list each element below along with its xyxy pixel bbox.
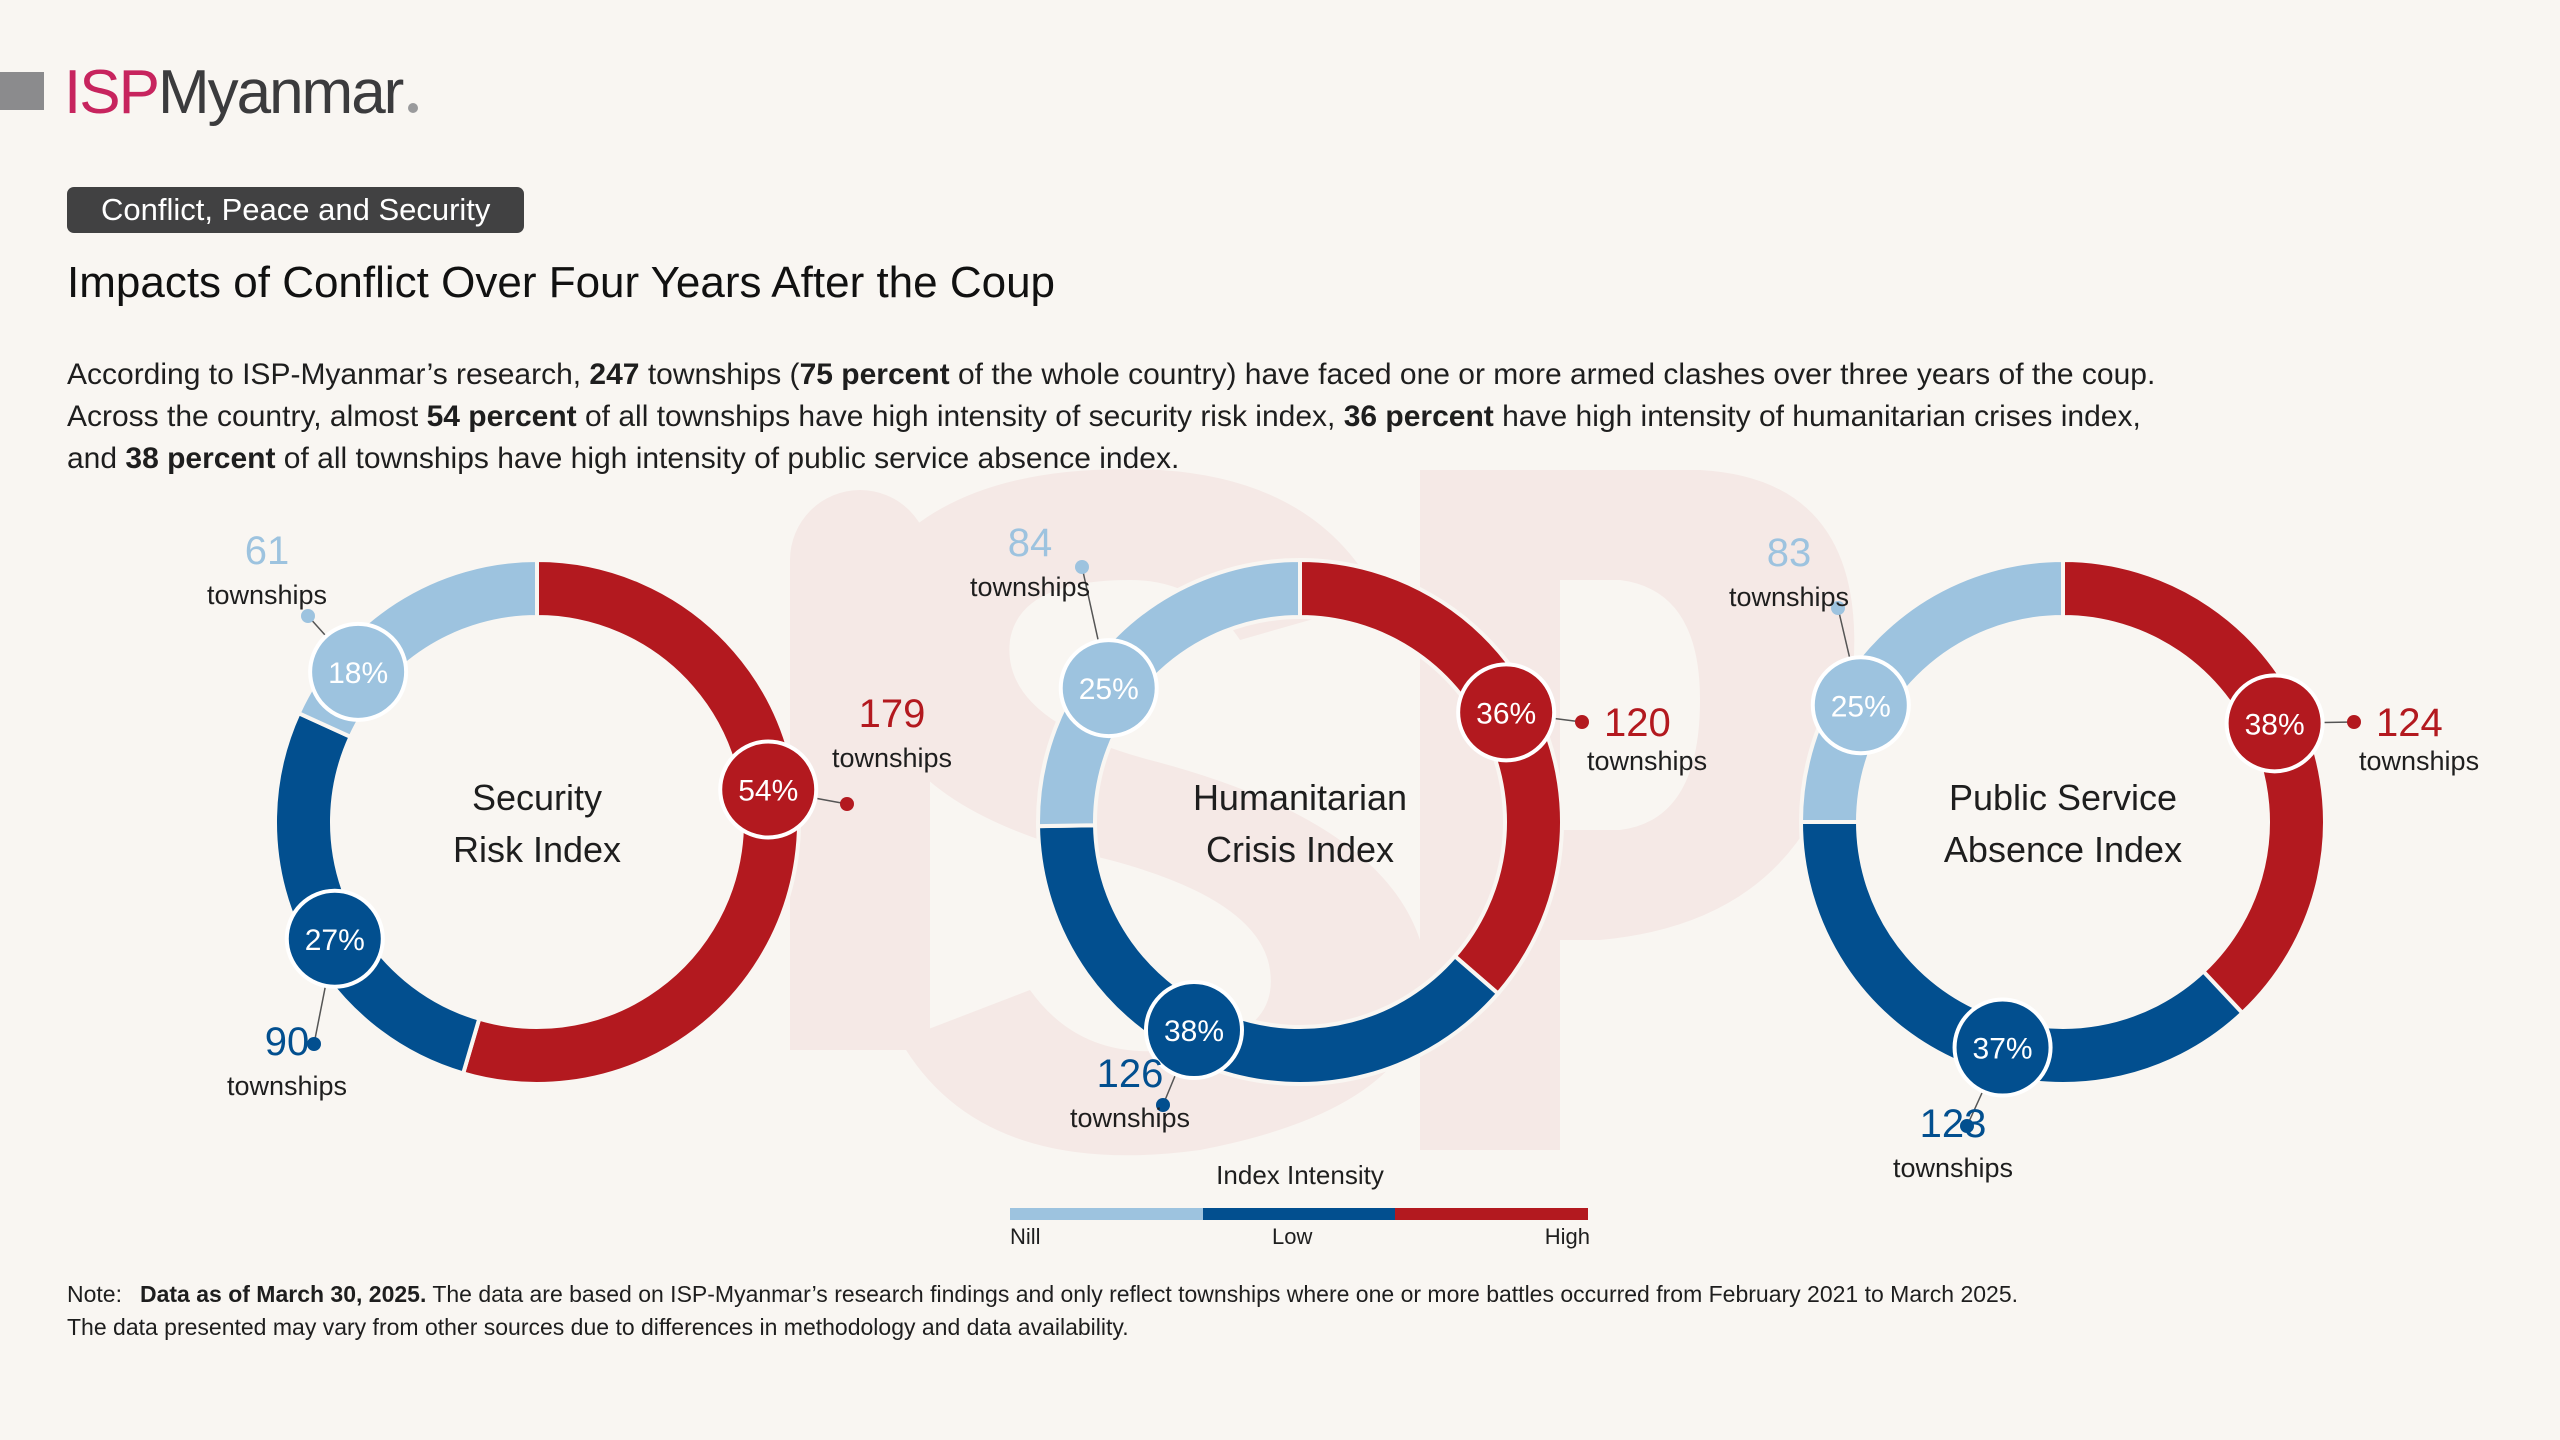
township-unit-label: townships bbox=[1587, 746, 1707, 776]
donut-title: Absence Index bbox=[1944, 829, 2182, 870]
percent-bubble bbox=[1810, 655, 1911, 756]
callout-dot bbox=[1960, 1119, 1974, 1133]
callout-dot bbox=[301, 609, 315, 623]
percent-bubble bbox=[1058, 638, 1159, 739]
percent-label: 18% bbox=[328, 657, 388, 690]
township-count: 120 bbox=[1604, 701, 1671, 745]
township-unit-label: townships bbox=[1729, 582, 1849, 612]
note-date: Data as of March 30, 2025. bbox=[139, 1281, 427, 1307]
township-count: 123 bbox=[1920, 1102, 1987, 1146]
note-text: The data are based on ISP-Myanmar’s rese… bbox=[426, 1281, 2019, 1307]
intro-highlight: 75 percent bbox=[799, 358, 950, 391]
intro-paragraph: According to ISP-Myanmar’s research, 247… bbox=[67, 354, 2367, 480]
intro-text: of all townships have high intensity of … bbox=[576, 400, 1344, 433]
percent-bubble bbox=[1456, 662, 1557, 763]
township-unit-label: townships bbox=[227, 1071, 347, 1101]
callout-dot bbox=[1575, 715, 1589, 729]
callout-dot bbox=[1831, 601, 1845, 615]
township-unit-label: townships bbox=[1893, 1153, 2013, 1183]
legend-title: Index Intensity bbox=[1216, 1160, 1384, 1190]
intro-highlight: 36 percent bbox=[1343, 400, 1494, 433]
category-tag: Conflict, Peace and Security bbox=[67, 187, 525, 233]
intro-highlight: 38 percent bbox=[125, 442, 276, 475]
donut-segment-high bbox=[460, 557, 801, 1086]
legend-bar bbox=[1010, 1208, 1589, 1220]
township-unit-label: townships bbox=[207, 580, 327, 610]
donut-title: Risk Index bbox=[453, 829, 621, 870]
intro-text: of the whole country) have faced one or … bbox=[949, 358, 2156, 391]
donut-title: Humanitarian bbox=[1193, 777, 1407, 818]
percent-label: 36% bbox=[1476, 697, 1536, 730]
logo-bar bbox=[0, 72, 44, 110]
donut-title: Crisis Index bbox=[1206, 829, 1394, 870]
township-unit-label: townships bbox=[2359, 746, 2479, 776]
note-label: Note: bbox=[67, 1281, 122, 1307]
legend-label-nill: Nill bbox=[1010, 1224, 1041, 1249]
township-unit-label: townships bbox=[1070, 1103, 1190, 1133]
intro-text: townships ( bbox=[639, 358, 800, 391]
donut-title: Security bbox=[472, 777, 602, 818]
logo-isp: ISP bbox=[64, 58, 160, 127]
intro-text: Across the country, almost bbox=[67, 400, 427, 433]
legend-label-high: High bbox=[1544, 1224, 1590, 1249]
percent-label: 25% bbox=[1079, 673, 1139, 706]
callout-dot bbox=[1075, 560, 1089, 574]
intro-highlight: 247 bbox=[589, 358, 640, 391]
percent-bubble bbox=[308, 621, 409, 722]
percent-label: 25% bbox=[1831, 690, 1891, 723]
intro-line-1: According to ISP-Myanmar’s research, 247… bbox=[67, 354, 2367, 396]
intro-line-2: Across the country, almost 54 percent of… bbox=[67, 396, 2367, 438]
legend-label-low: Low bbox=[1272, 1224, 1313, 1249]
township-unit-label: townships bbox=[970, 572, 1090, 602]
township-unit-label: townships bbox=[832, 743, 952, 773]
township-count: 179 bbox=[859, 692, 926, 736]
township-count: 124 bbox=[2376, 701, 2443, 745]
legend-swatch-low bbox=[1202, 1208, 1396, 1220]
footnote: Note: Data as of March 30, 2025. The data… bbox=[67, 1278, 2367, 1344]
logo-myanmar: Myanmar bbox=[157, 58, 404, 127]
page-title: Impacts of Conflict Over Four Years Afte… bbox=[67, 258, 1056, 307]
intro-text: have high intensity of humanitarian cris… bbox=[1493, 400, 2141, 433]
callout-dot bbox=[840, 797, 854, 811]
township-count: 61 bbox=[245, 529, 290, 573]
township-count: 126 bbox=[1097, 1052, 1164, 1096]
percent-bubble bbox=[284, 888, 385, 989]
intro-highlight: 54 percent bbox=[426, 400, 577, 433]
percent-bubble bbox=[1143, 980, 1244, 1081]
donut-segment-low bbox=[1798, 820, 2246, 1086]
logo-dot-icon bbox=[408, 103, 419, 113]
callout-dot bbox=[307, 1037, 321, 1051]
percent-label: 38% bbox=[2245, 708, 2305, 741]
township-count: 83 bbox=[1767, 531, 1812, 575]
percent-label: 27% bbox=[305, 924, 365, 957]
logo: ISPMyanmar bbox=[64, 58, 419, 128]
percent-label: 38% bbox=[1164, 1015, 1224, 1048]
legend-swatch-high bbox=[1395, 1208, 1589, 1220]
intro-text: According to ISP-Myanmar’s research, bbox=[67, 358, 590, 391]
percent-label: 54% bbox=[738, 775, 798, 808]
donut-title: Public Service bbox=[1949, 777, 2177, 818]
percent-bubble bbox=[1952, 997, 2053, 1098]
legend-swatch-nill bbox=[1010, 1208, 1203, 1220]
intro-text: and bbox=[67, 442, 126, 475]
township-count: 90 bbox=[265, 1020, 310, 1064]
callout-dot bbox=[2347, 715, 2361, 729]
percent-label: 37% bbox=[1973, 1033, 2033, 1066]
callout-dot bbox=[1156, 1098, 1170, 1112]
note-line-2: The data presented may vary from other s… bbox=[67, 1314, 1129, 1340]
percent-bubble bbox=[718, 739, 819, 840]
township-count: 84 bbox=[1008, 521, 1053, 565]
percent-bubble bbox=[2224, 673, 2325, 774]
donut-segment-high bbox=[2061, 557, 2327, 1016]
